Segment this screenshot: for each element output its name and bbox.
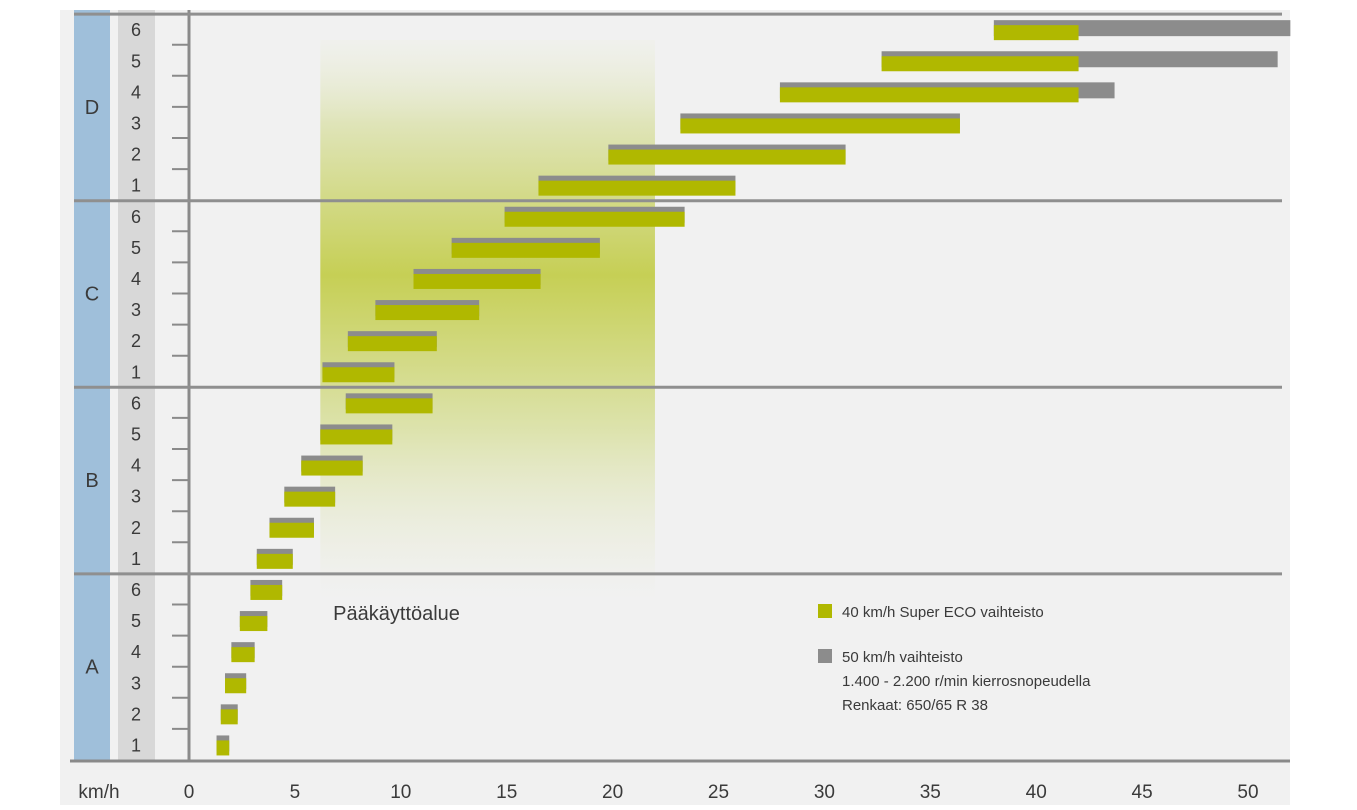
bar-eco xyxy=(284,491,336,507)
range-label-c: C xyxy=(85,284,99,306)
gear-label: 3 xyxy=(131,487,141,507)
x-tick-labels: 0 5 10 15 20 25 30 35 40 45 50 xyxy=(184,782,1259,803)
bar-eco xyxy=(993,25,1079,41)
bar-eco xyxy=(375,305,480,321)
bar-eco xyxy=(250,584,283,600)
x-tick-label: 10 xyxy=(390,782,411,803)
bar-eco xyxy=(451,242,600,258)
gear-label: 4 xyxy=(131,82,141,102)
x-tick-label: 35 xyxy=(920,782,941,803)
bar-eco xyxy=(538,180,736,196)
gear-label: 3 xyxy=(131,673,141,693)
x-tick-label: 50 xyxy=(1237,782,1258,803)
gear-label: 3 xyxy=(131,300,141,320)
legend-swatch-eco xyxy=(818,604,832,618)
x-tick-label: 5 xyxy=(290,782,301,803)
bar-eco xyxy=(220,709,238,725)
bar-eco xyxy=(239,616,268,632)
range-label-d: D xyxy=(85,97,99,119)
x-tick-label: 15 xyxy=(496,782,517,803)
x-tick-label: 30 xyxy=(814,782,835,803)
gear-label: 4 xyxy=(131,456,141,476)
legend-label-eco: 40 km/h Super ECO vaihteisto xyxy=(842,604,1044,621)
bar-eco xyxy=(301,460,363,476)
bar-eco xyxy=(225,678,247,694)
gear-label: 1 xyxy=(131,176,141,196)
gear-label: 1 xyxy=(131,549,141,569)
bar-eco xyxy=(269,522,314,538)
gear-ticks xyxy=(172,43,189,730)
plot-area xyxy=(60,10,1290,805)
bar-eco xyxy=(779,87,1079,103)
bar-eco xyxy=(345,398,433,414)
range-label-a: A xyxy=(85,657,99,679)
x-tick-label: 20 xyxy=(602,782,623,803)
legend-label-standard: 50 km/h vaihteisto xyxy=(842,649,963,666)
gear-label: 3 xyxy=(131,113,141,133)
bar-eco xyxy=(347,336,437,352)
gear-label: 2 xyxy=(131,331,141,351)
gear-label: 2 xyxy=(131,704,141,724)
gear-label: 6 xyxy=(131,20,141,40)
gear-label: 2 xyxy=(131,518,141,538)
bar-eco xyxy=(320,429,393,445)
gear-label: 5 xyxy=(131,51,141,71)
gear-label: 6 xyxy=(131,207,141,227)
main-working-area-label: Pääkäyttöalue xyxy=(333,603,460,625)
bar-eco xyxy=(680,118,960,134)
legend-note-tyres: Renkaat: 650/65 R 38 xyxy=(842,697,988,714)
bar-eco xyxy=(216,740,230,756)
bar-eco xyxy=(322,367,395,383)
x-tick-label: 40 xyxy=(1026,782,1047,803)
x-tick-label: 45 xyxy=(1132,782,1153,803)
legend-note-rpm: 1.400 - 2.200 r/min kierrosnopeudella xyxy=(842,673,1091,690)
gear-label: 6 xyxy=(131,580,141,600)
legend: 40 km/h Super ECO vaihteisto 50 km/h vai… xyxy=(818,604,1091,714)
legend-swatch-standard xyxy=(818,649,832,663)
gear-label: 4 xyxy=(131,642,141,662)
x-tick-label: 0 xyxy=(184,782,195,803)
main-working-area xyxy=(320,40,655,600)
gear-label: 4 xyxy=(131,269,141,289)
gear-label: 5 xyxy=(131,424,141,444)
bar-eco xyxy=(256,553,293,569)
gear-label: 6 xyxy=(131,393,141,413)
bar-eco xyxy=(881,56,1079,72)
range-dividers xyxy=(74,12,1282,576)
gear-label: 5 xyxy=(131,611,141,631)
bars xyxy=(216,20,1291,756)
bar-eco xyxy=(608,149,846,165)
row-labels: A 1 2 3 4 5 6 B 1 2 3 4 5 6 C 1 2 3 4 5 6 D 1 2 3 4 5 6 xyxy=(85,20,141,755)
bar-eco xyxy=(413,273,541,289)
x-tick-label: 25 xyxy=(708,782,729,803)
gear-label: 1 xyxy=(131,362,141,382)
bar-eco xyxy=(504,211,685,227)
range-label-b: B xyxy=(85,470,98,492)
gear-label: 5 xyxy=(131,238,141,258)
bar-eco xyxy=(231,647,255,663)
x-unit-label: km/h xyxy=(78,782,119,803)
gear-label: 2 xyxy=(131,145,141,165)
gear-label: 1 xyxy=(131,735,141,755)
